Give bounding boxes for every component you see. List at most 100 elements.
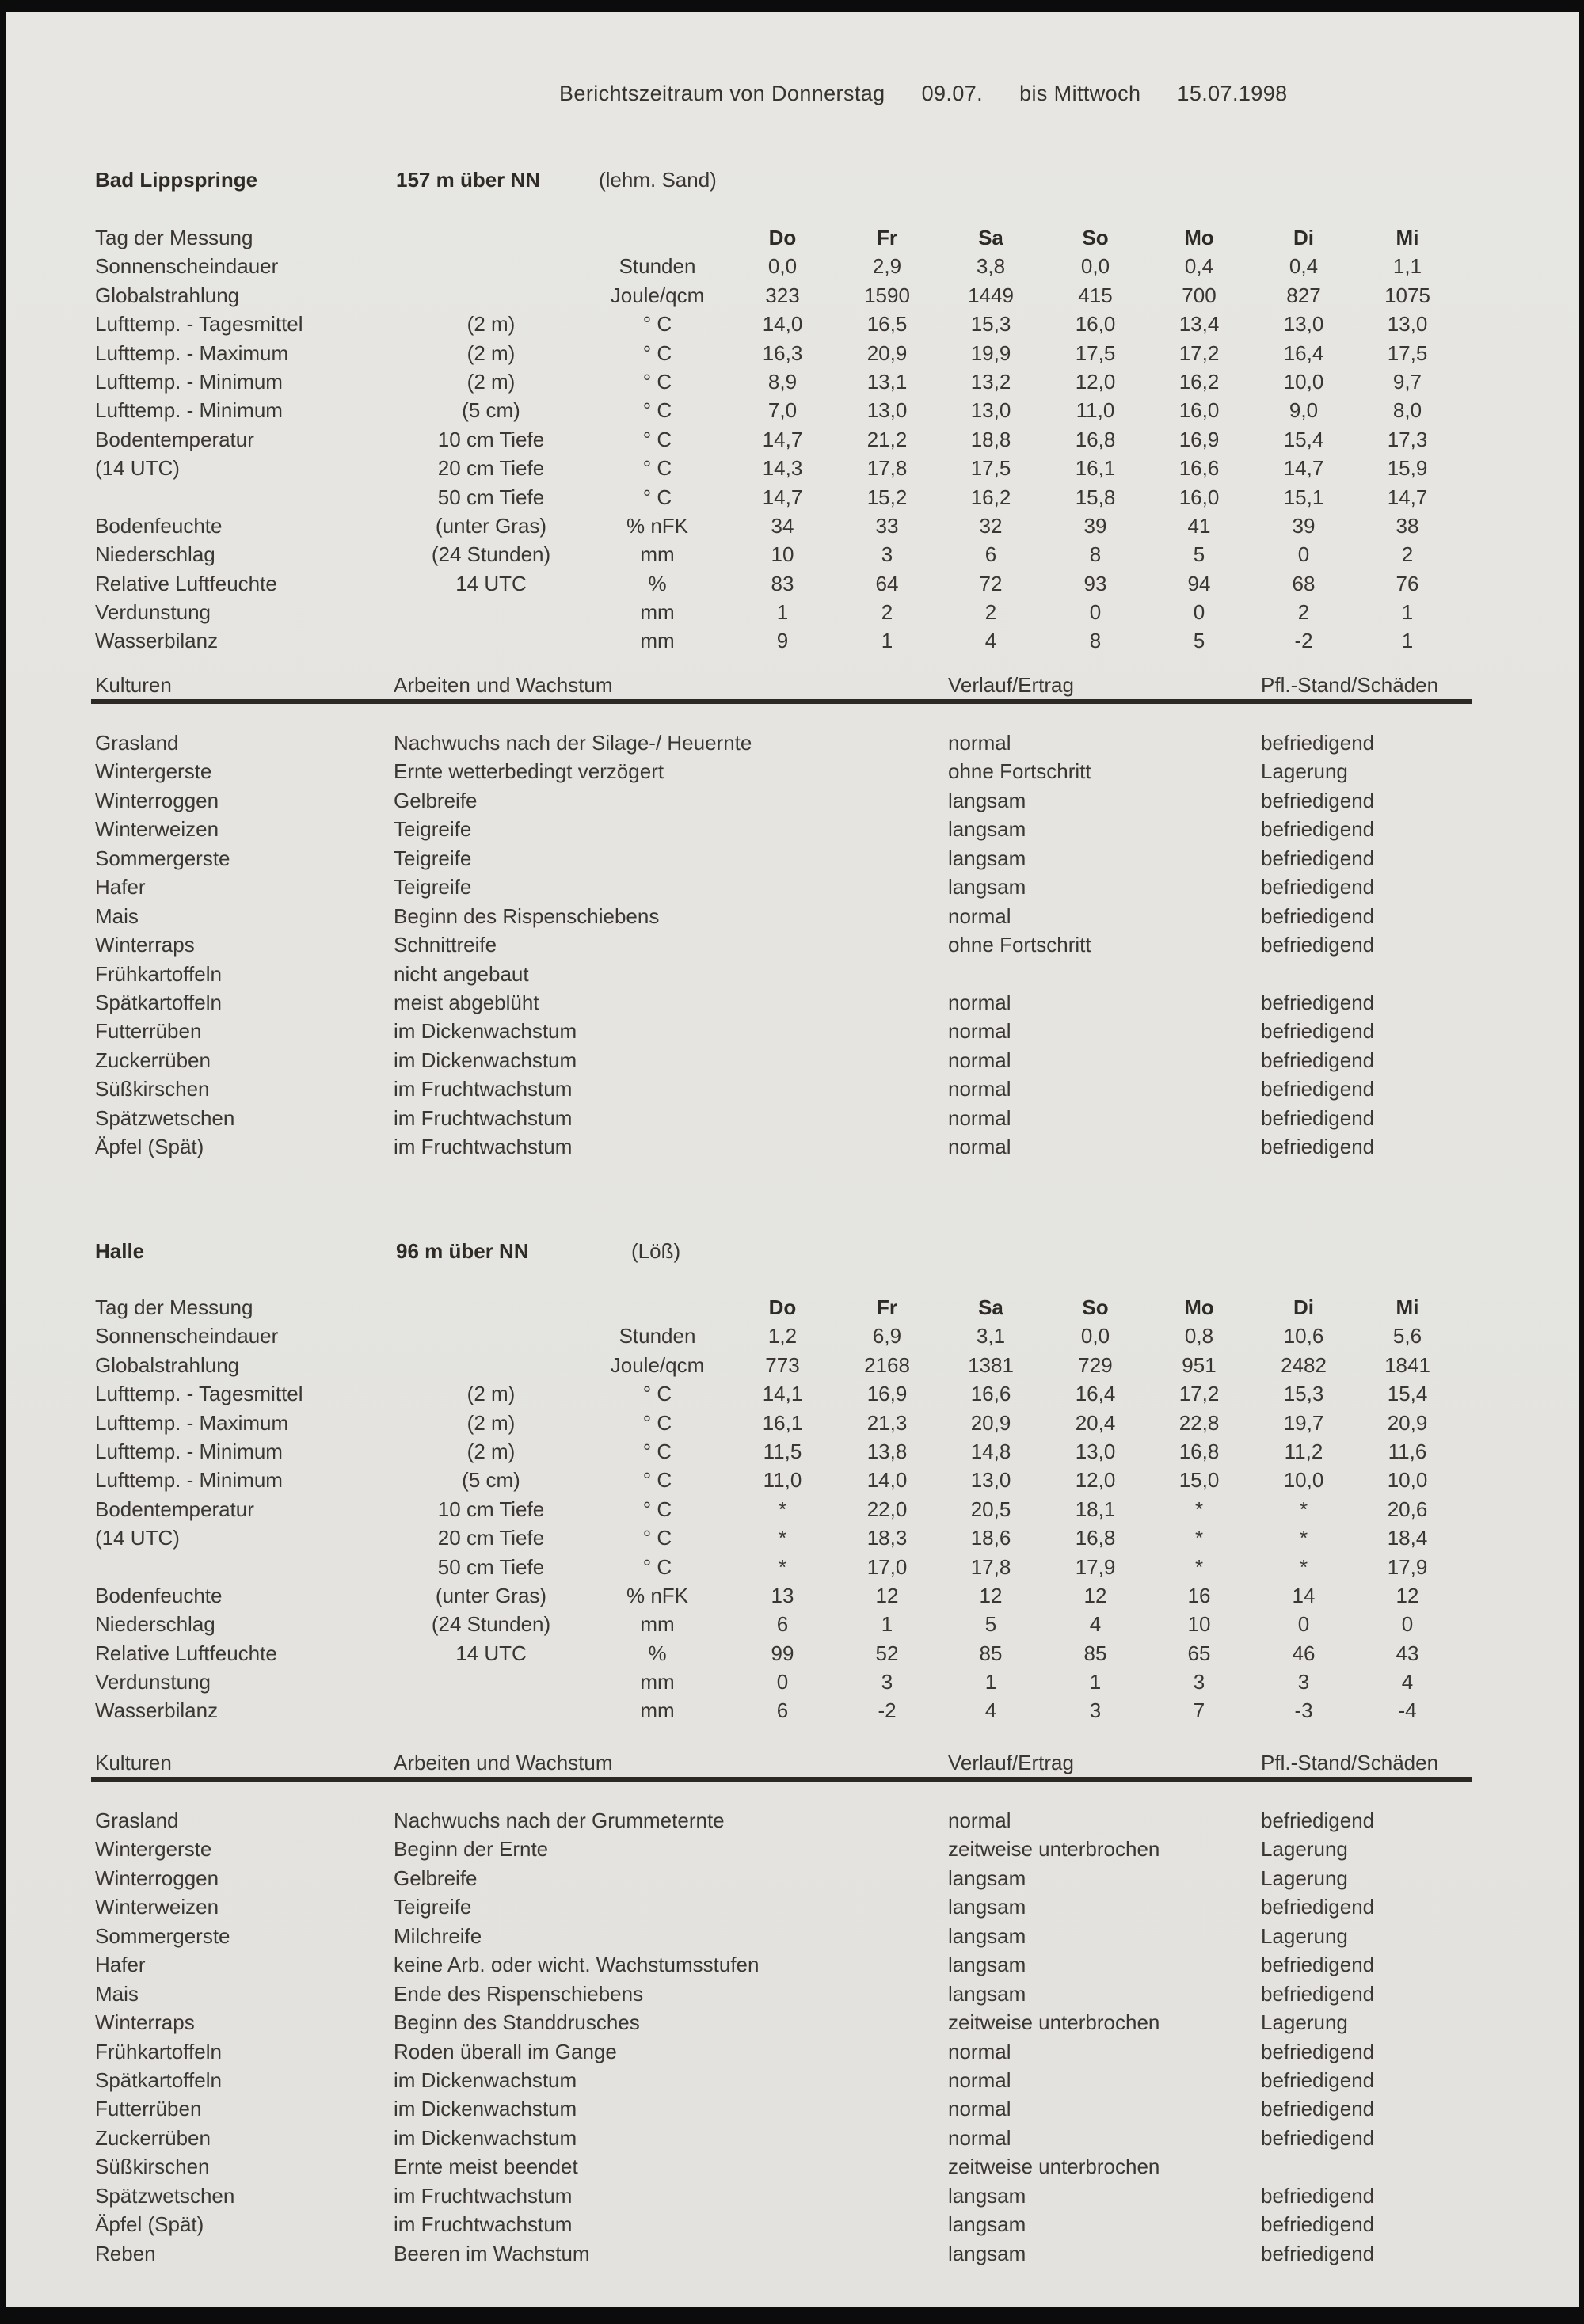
weather-row: Lufttemp. - Minimum (2 m) ° C 11,5 13,8 … [6,1437,1579,1466]
weather-row-unit: mm [640,1670,675,1695]
weather-row-attribute: 20 cm Tiefe [437,1526,545,1550]
weather-value-so: 13,0 [1075,1439,1116,1463]
weather-row-unit: Joule/qcm [610,1352,705,1377]
weather-value-di: -3 [1294,1698,1313,1723]
station-elevation: 157 m über NN [396,168,541,192]
weather-row-unit: ° C [642,456,672,481]
culture-row: Grasland Nachwuchs nach der Grummeternte… [6,1806,1579,1835]
culture-progress: langsam [948,2241,1026,2265]
weather-row: (14 UTC) 20 cm Tiefe ° C 14,3 17,8 17,5 … [6,454,1579,482]
culture-plant-state: befriedigend [1261,731,1375,755]
culture-progress: normal [948,1019,1011,1044]
culture-work-growth: nicht angebaut [394,961,529,986]
weather-row-label: Sonnenscheindauer [95,1324,279,1348]
weather-value-sa: 14,8 [970,1439,1011,1463]
weather-value-sa: 18,8 [970,427,1011,451]
weather-value-do: 9 [776,629,789,653]
weather-row-label: Verdunstung [95,1670,211,1695]
weather-value-so: 20,4 [1075,1410,1116,1435]
weather-value-mo: 13,4 [1178,312,1220,337]
culture-name: Äpfel (Spät) [95,1135,204,1159]
weather-row: Wasserbilanz mm 9 1 4 8 5 -2 1 [6,626,1579,655]
weather-value-so: 93 [1083,571,1107,595]
weather-value-di: 13,0 [1283,312,1324,337]
station-soil-type: (lehm. Sand) [599,168,717,192]
culture-plant-state: befriedigend [1261,990,1375,1014]
culture-row: Mais Beginn des Rispenschiebens normal b… [6,902,1579,930]
culture-plant-state: befriedigend [1261,1953,1375,1977]
weather-row: Sonnenscheindauer Stunden 0,0 2,9 3,8 0,… [6,252,1579,280]
culture-row: Wintergerste Ernte wetterbedingt verzöge… [6,757,1579,785]
weather-row-attribute: (5 cm) [462,1468,520,1493]
culture-name: Zuckerrüben [95,2125,211,2150]
weather-value-mo: 3 [1193,1670,1205,1695]
culture-table-bad-lippspringe: Kulturen Arbeiten und Wachstum Verlauf/E… [6,673,1579,1158]
weather-value-do: 0 [776,1670,789,1695]
culture-progress: normal [948,2067,1011,2092]
culture-row: Grasland Nachwuchs nach der Silage-/ Heu… [6,728,1579,757]
weather-value-sa: 13,2 [970,369,1011,394]
weather-value-do: 8,9 [767,369,798,394]
culture-row: Mais Ende des Rispenschiebens langsam be… [6,1980,1579,2008]
culture-rows: Grasland Nachwuchs nach der Silage-/ Heu… [6,728,1579,1162]
weather-row: Bodentemperatur 10 cm Tiefe ° C * 22,0 2… [6,1495,1579,1523]
culture-name: Süßkirschen [95,2155,210,2179]
weather-row: Lufttemp. - Minimum (2 m) ° C 8,9 13,1 1… [6,367,1579,396]
culture-row: Winterroggen Gelbreife langsam befriedig… [6,786,1579,815]
weather-value-mo: 15,0 [1178,1468,1220,1493]
weather-value-sa: 16,6 [970,1382,1011,1406]
culture-plant-state: befriedigend [1261,2212,1375,2237]
culture-name: Spätkartoffeln [95,2067,222,2092]
culture-progress: ohne Fortschritt [948,933,1091,957]
culture-name: Sommergerste [95,846,230,870]
culture-progress: langsam [948,1953,1026,1977]
weather-value-do: 99 [771,1641,794,1665]
weather-value-di: 0 [1297,1612,1310,1637]
culture-row: Hafer keine Arb. oder wicht. Wachstumsst… [6,1950,1579,1979]
culture-row: Süßkirschen im Fruchtwachstum normal bef… [6,1075,1579,1103]
culture-row: Süßkirschen Ernte meist beendet zeitweis… [6,2152,1579,2181]
weather-value-mi: 12 [1396,1583,1419,1607]
weather-value-sa: 18,6 [970,1526,1011,1550]
weather-value-mi: 17,5 [1387,340,1428,365]
culture-work-growth: keine Arb. oder wicht. Wachstumsstufen [394,1953,760,1977]
weather-value-mi: 76 [1396,571,1419,595]
weather-row-unit: ° C [642,1497,672,1521]
culture-plant-state: befriedigend [1261,1048,1375,1072]
culture-plant-state: befriedigend [1261,933,1375,957]
weather-value-di: 0,4 [1289,254,1319,279]
weather-row-unit: ° C [642,427,672,451]
culture-progress: normal [948,1077,1011,1101]
day-column-header-mo: Mo [1184,1295,1214,1319]
culture-row: Futterrüben im Dickenwachstum normal bef… [6,1017,1579,1045]
station-name: Halle [95,1239,145,1263]
culture-work-growth: Ernte wetterbedingt verzögert [394,759,664,784]
weather-value-sa: 3,1 [976,1324,1006,1348]
weather-value-mi: 20,9 [1387,1410,1428,1435]
weather-rows: Sonnenscheindauer Stunden 0,0 2,9 3,8 0,… [6,252,1579,655]
culture-plant-state: Lagerung [1261,1923,1348,1948]
weather-row-attribute: 50 cm Tiefe [437,485,545,509]
culture-name: Grasland [95,731,179,755]
culture-progress: normal [948,990,1011,1014]
weather-value-sa: 12 [979,1583,1003,1607]
culture-work-growth: Teigreife [394,846,472,870]
weather-value-di: 827 [1286,283,1321,307]
weather-row-unit: ° C [642,369,672,394]
weather-value-mo: 700 [1182,283,1217,307]
culture-header-row: Kulturen Arbeiten und Wachstum Verlauf/E… [6,673,1579,697]
weather-row-unit: Stunden [619,254,696,279]
weather-value-fr: 52 [875,1641,899,1665]
weather-value-mi: 0 [1401,1612,1414,1637]
weather-value-fr: 2168 [864,1352,910,1377]
weather-value-mo: 17,2 [1178,340,1220,365]
weather-value-mo: 22,8 [1178,1410,1220,1435]
weather-value-so: 12,0 [1075,369,1116,394]
culture-row: Äpfel (Spät) im Fruchtwachstum normal be… [6,1132,1579,1161]
culture-row: Winterraps Schnittreife ohne Fortschritt… [6,930,1579,959]
culture-name: Frühkartoffeln [95,961,222,986]
weather-value-mi: 5,6 [1392,1324,1422,1348]
weather-value-mo: * [1194,1554,1204,1579]
weather-value-mo: 65 [1187,1641,1211,1665]
weather-value-so: 17,5 [1075,340,1116,365]
